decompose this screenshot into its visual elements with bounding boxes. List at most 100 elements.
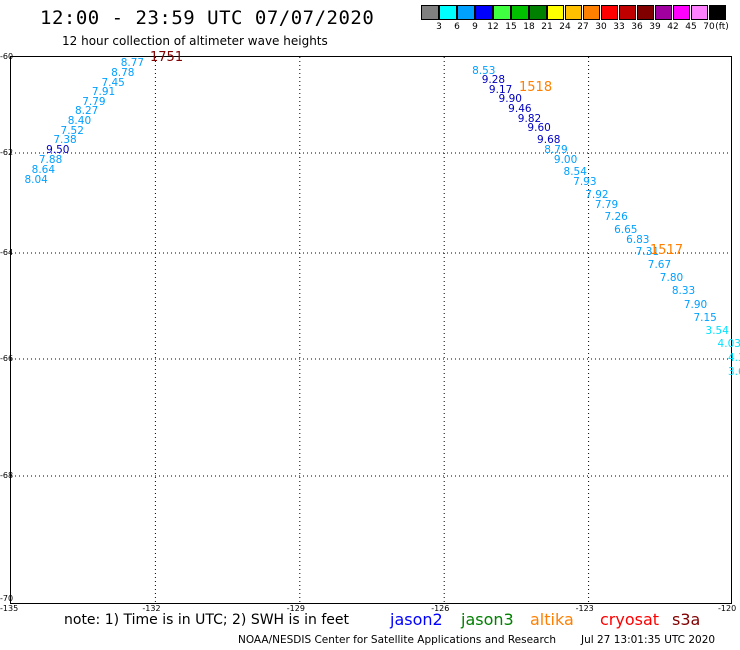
- legend-label: 3: [436, 22, 442, 32]
- swh-value: 8.53: [472, 64, 496, 77]
- lon-tick-label: -120: [718, 604, 737, 613]
- satellite-name: cryosat: [600, 610, 660, 629]
- legend-swatch: [438, 5, 457, 20]
- legend-swatch: [690, 5, 709, 20]
- swh-value: 7.79: [594, 198, 619, 211]
- legend-swatch: [510, 5, 529, 20]
- satellite-name: s3a: [672, 610, 701, 629]
- legend-label: 42: [667, 22, 679, 32]
- lon-tick-label: -135: [0, 604, 19, 613]
- swh-value: 7.45: [101, 76, 125, 89]
- legend-swatch: [564, 5, 583, 20]
- legend-label: 9: [472, 22, 478, 32]
- lon-tick-label: -123: [575, 604, 594, 613]
- swh-value: 7.91: [91, 86, 116, 99]
- wave-height-map: [10, 56, 732, 604]
- legend-label: 21: [541, 22, 553, 32]
- lat-tick-label: -68: [0, 471, 14, 480]
- swh-value: 8.04: [24, 173, 48, 186]
- lon-tick-label: -129: [286, 604, 305, 613]
- swh-value: 8.64: [31, 163, 56, 176]
- swh-value: 3.54: [705, 325, 729, 338]
- legend-swatch: [636, 5, 655, 20]
- credit-text: NOAA/NESDIS Center for Satellite Applica…: [238, 634, 556, 646]
- legend-swatch: [474, 5, 493, 20]
- legend-label: 6: [454, 22, 460, 32]
- color-legend: [421, 5, 727, 20]
- swh-value: 7.15: [693, 311, 717, 324]
- swh-value: 8.79: [544, 143, 568, 156]
- swh-value: 9.00: [553, 153, 578, 166]
- swh-value: 7.90: [683, 298, 708, 311]
- legend-swatch: [421, 5, 439, 20]
- satellite-name: jason2: [390, 610, 443, 629]
- swh-value: 9.90: [498, 93, 522, 106]
- legend-label: 24: [559, 22, 571, 32]
- swh-value: 9.17: [488, 83, 513, 96]
- legend-swatch: [672, 5, 691, 20]
- swh-value: 8.77: [120, 57, 145, 70]
- swh-value: 7.92: [585, 188, 609, 201]
- swh-value: 8.54: [563, 166, 587, 178]
- lat-tick-label: -64: [0, 248, 14, 257]
- swh-value: 9.28: [481, 74, 506, 87]
- swh-value: 7.67: [647, 258, 672, 271]
- swh-value: 8.33: [671, 285, 696, 298]
- lon-tick-label: -126: [431, 604, 450, 613]
- swh-value: 4.34: [728, 351, 740, 364]
- legend-swatch: [456, 5, 475, 20]
- legend-label: 30: [595, 22, 607, 32]
- swh-value: 6.65: [614, 223, 638, 236]
- legend-swatch: [654, 5, 673, 20]
- legend-swatch: [708, 5, 727, 20]
- swh-value: 9.60: [527, 122, 551, 135]
- legend-label: 18: [523, 22, 535, 32]
- page-title: 12:00 - 23:59 UTC 07/07/2020: [40, 7, 375, 29]
- lon-tick-label: -132: [142, 604, 161, 613]
- legend-swatch: [492, 5, 511, 20]
- swh-value: 7.93: [573, 176, 597, 188]
- legend-swatch: [618, 5, 637, 20]
- legend-label: 70: [703, 22, 715, 32]
- swh-value: 8.27: [74, 105, 99, 118]
- swh-value: 7.52: [60, 124, 84, 137]
- legend-swatch: [600, 5, 619, 20]
- rev-label: 1751: [150, 50, 184, 65]
- swh-value: 7.80: [659, 272, 684, 285]
- satellite-name: altika: [530, 610, 574, 629]
- lat-tick-label: -60: [0, 52, 14, 61]
- rev-label: 1518: [519, 80, 553, 95]
- swh-value: 7.79: [82, 95, 106, 108]
- legend-label: 27: [577, 22, 589, 32]
- map-grid: [11, 57, 731, 603]
- legend-unit: (ft): [715, 22, 729, 32]
- satellite-name: jason3: [461, 610, 514, 629]
- lat-tick-label: -70: [0, 594, 14, 603]
- swh-value: 9.46: [508, 103, 532, 115]
- swh-value: 7.88: [38, 153, 63, 166]
- swh-value: 7.38: [53, 134, 77, 147]
- swh-value: 3.6: [728, 365, 740, 378]
- swh-value: 9.68: [537, 134, 561, 147]
- legend-swatch: [528, 5, 547, 20]
- timestamp: Jul 27 13:01:35 UTC 2020: [581, 634, 716, 646]
- swh-value: 9.82: [517, 112, 542, 125]
- legend-label: 15: [505, 22, 517, 32]
- legend-swatch: [582, 5, 601, 20]
- swh-value: 8.78: [111, 67, 135, 79]
- swh-value: 8.40: [67, 115, 92, 127]
- lat-tick-label: -62: [0, 148, 14, 157]
- footer-note: note: 1) Time is in UTC; 2) SWH is in fe…: [64, 612, 350, 628]
- swh-value: 6.83: [626, 233, 650, 246]
- legend-swatch: [546, 5, 565, 20]
- swh-value: 9.50: [46, 143, 70, 156]
- lat-tick-label: -66: [0, 354, 14, 363]
- rev-label: 1517: [650, 243, 684, 258]
- page-subtitle: 12 hour collection of altimeter wave hei…: [62, 34, 328, 48]
- legend-label: 33: [613, 22, 625, 32]
- legend-label: 12: [487, 22, 499, 32]
- legend-label: 39: [649, 22, 661, 32]
- swh-value: 7.31: [635, 246, 660, 258]
- swh-value: 7.26: [604, 211, 628, 223]
- swh-value: 4.03: [717, 338, 740, 351]
